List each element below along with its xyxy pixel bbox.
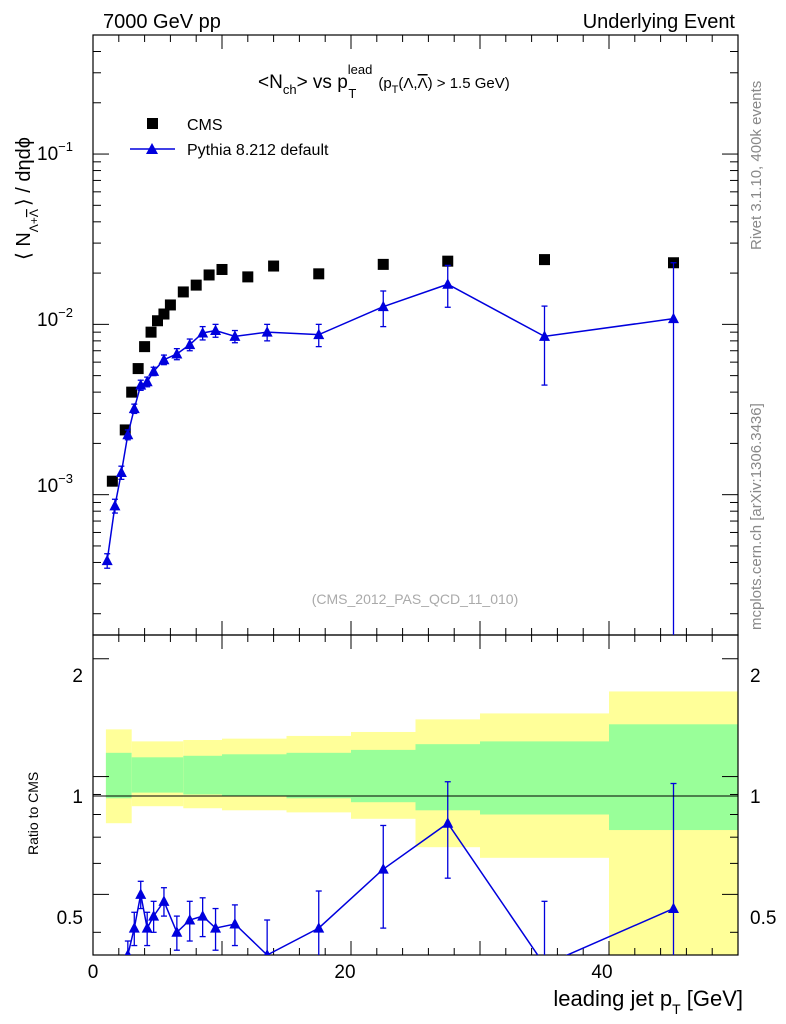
pythia-point bbox=[141, 375, 153, 387]
ratio-point bbox=[197, 910, 209, 921]
x-axis-label: leading jet pT [GeV] bbox=[553, 986, 743, 1017]
ratio-band-inner bbox=[183, 755, 222, 795]
ratio-data-layer bbox=[124, 781, 679, 970]
ratio-point bbox=[171, 926, 183, 937]
ratio-band-inner bbox=[286, 752, 351, 799]
axis-ticks bbox=[92, 34, 739, 955]
ratio-ytick-right-2: 2 bbox=[750, 666, 761, 687]
ratio-ytick-1: 1 bbox=[72, 787, 83, 808]
ratio-band-inner bbox=[131, 757, 158, 793]
pythia-point bbox=[101, 554, 113, 566]
ratio-plot-frame bbox=[92, 634, 739, 956]
ratio-point bbox=[158, 895, 170, 906]
ratio-point bbox=[124, 949, 131, 955]
ratio-band-inner bbox=[480, 741, 609, 815]
ratio-point bbox=[229, 918, 241, 929]
legend-cms-marker bbox=[147, 118, 158, 129]
cms-point bbox=[242, 271, 254, 283]
cms-point bbox=[377, 258, 389, 270]
ratio-ytick-right-1: 1 bbox=[750, 787, 761, 808]
pythia-point bbox=[135, 379, 147, 390]
ratio-point bbox=[264, 949, 271, 955]
ratio-band-inner bbox=[157, 757, 184, 793]
ratio-point bbox=[668, 902, 679, 914]
pythia-point bbox=[122, 428, 134, 440]
pythia-point bbox=[229, 330, 241, 341]
header-process: Underlying Event bbox=[583, 11, 736, 33]
ratio-ytick-2: 2 bbox=[72, 666, 83, 687]
main-y-label: ⟨ NΛ+Λ⟩ / dηdϕ bbox=[13, 137, 41, 260]
ytick-label-1e-2: 10−2 bbox=[37, 305, 73, 331]
header-energy: 7000 GeV pp bbox=[103, 11, 221, 33]
legend: CMS Pythia 8.212 default bbox=[130, 117, 329, 159]
ratio-point bbox=[377, 863, 389, 874]
ytick-label-1e-1: 10−1 bbox=[37, 139, 73, 165]
pythia-point bbox=[197, 326, 209, 338]
xtick-40: 40 bbox=[591, 962, 612, 983]
ratio-ytick-0-5: 0.5 bbox=[57, 908, 83, 929]
ratio-point bbox=[128, 922, 140, 933]
pythia-point bbox=[668, 312, 679, 324]
cms-point bbox=[164, 299, 176, 311]
legend-pythia-marker bbox=[146, 143, 158, 154]
xtick-20: 20 bbox=[334, 962, 355, 983]
pythia-point bbox=[158, 353, 170, 365]
ratio-y-label: Ratio to CMS bbox=[25, 772, 41, 855]
cms-point bbox=[145, 326, 157, 338]
cms-point bbox=[177, 286, 189, 298]
rivet-label: Rivet 3.1.10, 400k events bbox=[748, 81, 765, 250]
pythia-point bbox=[171, 347, 183, 359]
cms-point bbox=[132, 363, 144, 375]
pythia-point bbox=[210, 324, 222, 336]
pythia-point bbox=[109, 499, 121, 511]
pythia-point bbox=[148, 365, 160, 376]
pythia-point bbox=[377, 300, 389, 312]
ratio-point bbox=[210, 922, 222, 933]
xtick-0: 0 bbox=[88, 962, 99, 983]
ratio-band-inner bbox=[105, 752, 132, 799]
cms-point bbox=[313, 268, 325, 280]
cms-point bbox=[106, 475, 118, 487]
mcplots-label: mcplots.cern.ch [arXiv:1306.3436] bbox=[748, 403, 765, 630]
legend-pythia-label: Pythia 8.212 default bbox=[187, 142, 329, 159]
pythia-point bbox=[539, 330, 550, 341]
plot-title: <Nch> vs plead T(pT(Λ,Λ) > 1.5 GeV) bbox=[258, 62, 510, 101]
cms-point bbox=[190, 279, 202, 291]
ratio-point bbox=[313, 922, 325, 933]
main-y-tick-labels: 10−3 10−2 10−1 bbox=[37, 139, 73, 497]
ytick-label-1e-3: 10−3 bbox=[37, 471, 73, 497]
pythia-point bbox=[128, 402, 140, 414]
cms-point bbox=[216, 263, 228, 275]
cms-point bbox=[126, 386, 138, 398]
pythia-point bbox=[184, 338, 196, 350]
cms-point bbox=[268, 260, 280, 272]
ratio-band-inner bbox=[351, 749, 416, 803]
legend-cms-label: CMS bbox=[187, 117, 223, 134]
pythia-point bbox=[442, 278, 454, 289]
ratio-point bbox=[141, 922, 153, 933]
ratio-point bbox=[539, 959, 550, 970]
ratio-point bbox=[135, 888, 147, 899]
ratio-point bbox=[184, 914, 196, 925]
main-data-layer bbox=[101, 254, 679, 635]
ratio-ytick-right-0-5: 0.5 bbox=[750, 908, 776, 929]
cms-point bbox=[139, 341, 151, 353]
ratio-point bbox=[148, 910, 160, 921]
ratio-point bbox=[442, 817, 454, 828]
cms-point bbox=[539, 254, 550, 266]
pythia-line bbox=[106, 283, 674, 561]
pythia-point bbox=[115, 466, 127, 477]
cms-point bbox=[442, 255, 454, 267]
cms-point bbox=[152, 315, 163, 327]
cms-point bbox=[203, 269, 215, 281]
ratio-band-inner bbox=[222, 754, 287, 797]
analysis-watermark: (CMS_2012_PAS_QCD_11_010) bbox=[312, 591, 519, 607]
pythia-point bbox=[261, 326, 273, 337]
cms-point bbox=[158, 308, 170, 320]
pythia-point bbox=[313, 328, 325, 340]
